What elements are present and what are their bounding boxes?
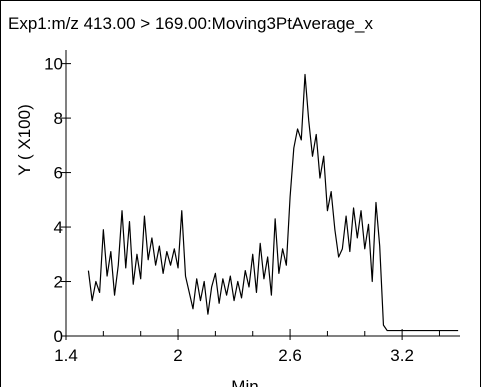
x-axis-label: Min <box>231 377 258 387</box>
x-tick-label: 3.2 <box>390 346 414 365</box>
x-tick-label: 2.6 <box>278 346 302 365</box>
y-tick-label: 2 <box>54 273 63 292</box>
y-tick-label: 0 <box>54 327 63 346</box>
y-tick-label: 6 <box>54 164 63 183</box>
x-tick-label: 2 <box>173 346 182 365</box>
y-tick-label: 8 <box>54 109 63 128</box>
x-tick-label: 1.4 <box>54 346 78 365</box>
data-line <box>87 73 459 332</box>
y-axis-label: Y ( X100) <box>15 104 34 176</box>
chart-title: Exp1:m/z 413.00 > 169.00:Moving3PtAverag… <box>8 14 373 33</box>
y-tick-label: 10 <box>44 55 63 74</box>
y-tick-label: 4 <box>54 218 63 237</box>
